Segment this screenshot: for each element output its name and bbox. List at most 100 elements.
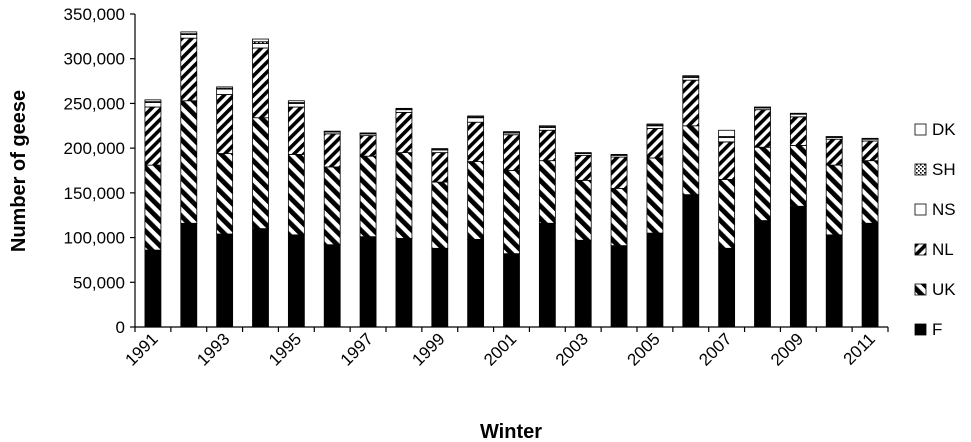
bar-F-1992 [180, 222, 198, 328]
bar-DK-1993 [216, 86, 234, 89]
bar-UK-2003 [574, 179, 592, 241]
bar-DK-2009 [789, 112, 807, 115]
x-tick-label: 2007 [695, 329, 735, 369]
bar-NL-2011 [861, 140, 879, 162]
x-tick-label: 2005 [624, 329, 664, 369]
bar-NS-2007 [718, 137, 736, 143]
bar-F-2009 [789, 205, 807, 328]
bar-DK-2003 [574, 152, 592, 154]
bar-UK-2010 [825, 164, 843, 236]
y-tick-label: 100,000 [64, 229, 125, 248]
bar-NS-1993 [216, 88, 234, 95]
y-axis-title: Number of geese [8, 90, 30, 252]
bar-UK-1997 [359, 155, 377, 238]
x-tick-label: 1991 [122, 329, 162, 369]
bar-DK-2007 [718, 129, 736, 137]
legend-label-DK: DK [932, 120, 956, 139]
bar-NL-2008 [754, 109, 771, 148]
legend-swatch-F [914, 323, 927, 336]
bar-F-2001 [503, 253, 520, 328]
bar-NL-2003 [574, 154, 592, 181]
bar-F-1999 [431, 247, 449, 328]
bar-NL-2009 [789, 116, 807, 146]
y-tick-label: 250,000 [64, 94, 125, 113]
legend-swatch-NS [914, 203, 927, 216]
bar-NL-1996 [323, 133, 341, 168]
bar-NL-2004 [610, 156, 628, 189]
bar-DK-1996 [323, 130, 341, 133]
bar-F-2000 [467, 238, 485, 328]
bar-UK-2009 [789, 145, 807, 207]
bar-UK-2004 [610, 187, 628, 247]
bar-NL-1999 [431, 152, 449, 183]
bar-UK-1993 [216, 153, 234, 235]
bar-NL-2010 [825, 138, 843, 166]
x-tick-label: 2009 [767, 329, 807, 369]
bar-UK-2002 [538, 160, 556, 224]
bar-DK-2004 [610, 153, 628, 156]
bar-NL-2001 [503, 134, 520, 171]
bar-NL-2006 [682, 79, 700, 127]
y-tick-label: 50,000 [73, 273, 125, 292]
bar-F-2006 [682, 194, 700, 328]
bar-NL-2005 [646, 128, 664, 159]
bar-UK-1996 [323, 166, 341, 246]
bar-NS-1999 [431, 149, 449, 154]
bar-NS-1994 [252, 43, 269, 49]
bar-UK-1991 [144, 164, 162, 251]
bar-NS-2006 [682, 77, 700, 81]
bar-NL-1992 [180, 37, 198, 102]
legend-label-SH: SH [932, 160, 956, 179]
bar-NS-1991 [144, 102, 162, 108]
bar-F-1993 [216, 233, 234, 328]
bar-NL-1994 [252, 47, 269, 119]
bar-F-2003 [574, 239, 592, 328]
x-tick-label: 1993 [193, 329, 233, 369]
bar-NS-2002 [538, 127, 556, 131]
legend-swatch-SH [914, 163, 927, 176]
bar-F-1998 [395, 238, 413, 328]
x-tick-label: 1999 [408, 329, 448, 369]
bar-F-2004 [610, 245, 628, 328]
legend-swatch-NL [914, 243, 927, 256]
bar-F-2007 [718, 247, 736, 328]
y-tick-label: 0 [116, 318, 125, 337]
bar-DK-2008 [754, 106, 771, 108]
legend-label-F: F [932, 320, 942, 339]
y-tick-label: 350,000 [64, 5, 125, 24]
bar-NL-1998 [395, 111, 413, 154]
bar-NS-2000 [467, 117, 485, 123]
bar-F-2010 [825, 234, 843, 328]
bar-DK-1998 [395, 107, 413, 110]
bar-NL-1997 [359, 135, 377, 157]
bar-DK-1991 [144, 99, 162, 103]
bar-DK-1994 [252, 38, 269, 43]
bar-DK-2011 [861, 137, 879, 140]
bar-F-2002 [538, 222, 556, 328]
bar-F-2011 [861, 222, 879, 328]
bar-UK-2011 [861, 160, 879, 224]
bar-NS-1998 [395, 109, 413, 113]
x-tick-label: 2001 [480, 329, 520, 369]
bar-DK-1997 [359, 132, 377, 134]
bar-F-1991 [144, 249, 162, 328]
bar-F-2008 [754, 220, 771, 328]
bar-DK-1995 [287, 100, 305, 103]
bar-NS-1992 [180, 34, 198, 39]
bar-UK-2005 [646, 157, 664, 234]
x-axis-ticks: 1991 1993 1995 1997 1999 2001 2003 2005 2007 2009… [122, 327, 889, 370]
bar-NL-2002 [538, 129, 556, 162]
bar-NL-2000 [467, 121, 485, 162]
bar-UK-2008 [754, 146, 771, 221]
bar-F-1996 [323, 244, 341, 328]
legend-swatch-DK [914, 123, 927, 136]
bar-UK-1995 [287, 153, 305, 236]
bar-NL-1993 [216, 94, 234, 154]
bar-UK-2001 [503, 170, 520, 255]
bar-UK-2007 [718, 179, 736, 249]
y-tick-label: 200,000 [64, 139, 125, 158]
bar-F-1997 [359, 236, 377, 328]
x-tick-label: 2003 [552, 329, 592, 369]
bar-DK-2000 [467, 115, 485, 118]
